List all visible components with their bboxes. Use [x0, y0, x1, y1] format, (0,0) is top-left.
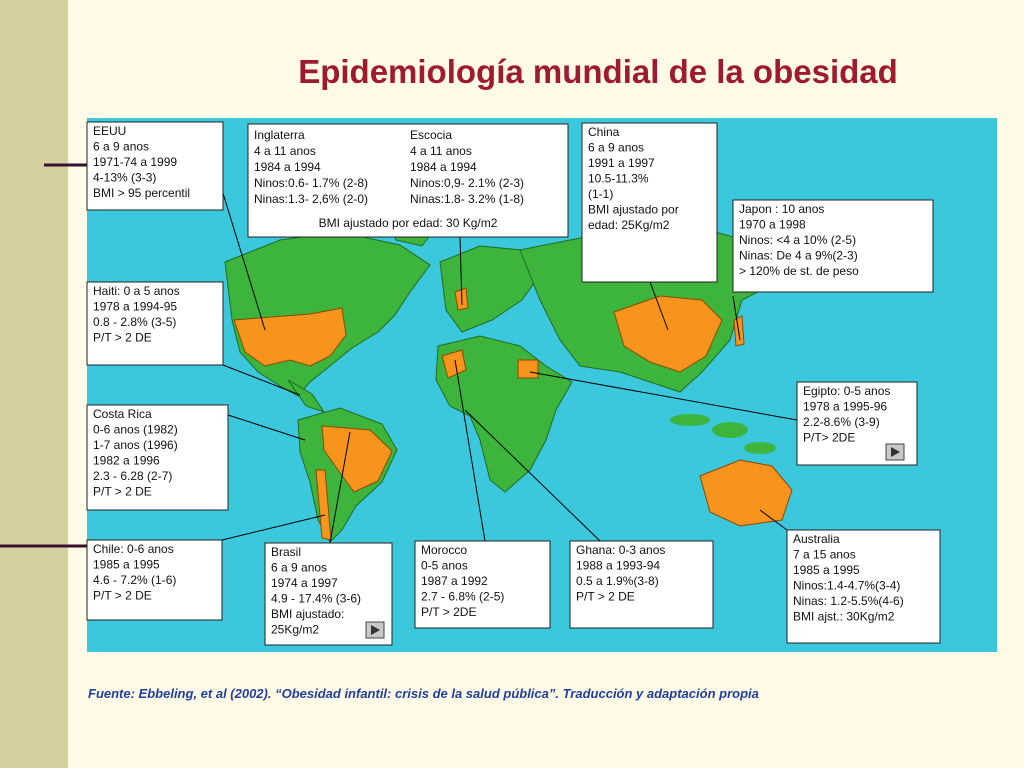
callout-line: Egipto: 0-5 anos	[803, 384, 890, 398]
callout-line: Escocia	[410, 128, 452, 142]
callout-line: 1985 a 1995	[93, 557, 160, 571]
callout-line: 7 a 15 anos	[793, 547, 856, 561]
callout-line: Haiti: 0 a 5 anos	[93, 284, 180, 298]
callout-line: 1971-74 a 1999	[93, 155, 177, 169]
callout-box	[86, 539, 223, 621]
island	[744, 442, 776, 454]
callout-line: 2.3 - 6.28 (2-7)	[93, 469, 172, 483]
callout-line: 6 a 9 anos	[93, 139, 149, 153]
callout-line: 1987 a 1992	[421, 574, 488, 588]
usa	[233, 307, 347, 367]
callout-line: 4 a 11 anos	[254, 144, 316, 158]
play-icon	[891, 447, 900, 457]
europe	[439, 245, 543, 333]
callout-box	[86, 121, 224, 211]
callout-line: P/T > 2 DE	[576, 589, 635, 603]
leader-lines	[221, 189, 798, 544]
callout-line: Ninas:1.8- 3.2% (1-8)	[410, 192, 524, 206]
callout-line: 6 a 9 anos	[588, 140, 644, 154]
callout-line: BMI > 95 percentil	[93, 186, 190, 200]
callout-line: P/T > 2DE	[421, 605, 476, 619]
egypt	[517, 359, 539, 379]
callout-box	[581, 122, 718, 283]
morocco	[441, 349, 467, 379]
callout-line: 6 a 9 anos	[271, 560, 327, 574]
central-america	[287, 379, 326, 413]
callout-line: P/T > 2 DE	[93, 588, 152, 602]
callout-line: 4-13% (3-3)	[93, 170, 156, 184]
callout-line: China	[588, 125, 620, 139]
callout-line: BMI ajustado por edad: 30 Kg/m2	[319, 216, 498, 230]
callout-line: Inglaterra	[254, 128, 305, 142]
callout-line: 0.5 a 1.9%(3-8)	[576, 574, 659, 588]
australia	[699, 459, 793, 527]
island	[670, 414, 710, 426]
callout-line: 2.2-8.6% (3-9)	[803, 415, 880, 429]
callout-line: 1984 a 1994	[254, 160, 321, 174]
callout-line: 0-5 anos	[421, 558, 468, 572]
callout-line: > 120% de st. de peso	[739, 264, 859, 278]
callout-line: Ninos:1.4-4.7%(3-4)	[793, 578, 900, 592]
callout-box	[569, 540, 714, 629]
callout-line: Ninos:0.6- 1.7% (2-8)	[254, 176, 368, 190]
callout-line: Ninas:1.3- 2,6% (2-0)	[254, 192, 368, 206]
callout-line: P/T> 2DE	[803, 430, 855, 444]
callout-line: 4.6 - 7.2% (1-6)	[93, 573, 176, 587]
callout-line: 4 a 11 anos	[410, 144, 472, 158]
callout-line: 0-6 anos (1982)	[93, 422, 178, 436]
callout-line: P/T > 2 DE	[93, 484, 152, 498]
callout-box	[86, 281, 224, 366]
callout-line: BMI ajst.: 30Kg/m2	[793, 609, 895, 623]
callout-line: Ninas: 1.2-5.5%(4-6)	[793, 594, 904, 608]
callout-line: 2.7 - 6.8% (2-5)	[421, 589, 504, 603]
callout-line: 1978 a 1995-96	[803, 399, 887, 413]
callout-line: 25Kg/m2	[271, 622, 319, 636]
callout-line: 0.8 - 2.8% (3-5)	[93, 315, 176, 329]
callout-line: edad: 25Kg/m2	[588, 218, 670, 232]
callout-line: Australia	[793, 532, 840, 546]
callout-box	[414, 540, 551, 629]
callout-line: P/T > 2 DE	[93, 330, 152, 344]
callout-line: 1985 a 1995	[793, 563, 860, 577]
brasil	[321, 425, 393, 493]
callout-line: Brasil	[271, 545, 301, 559]
callout-line: 1984 a 1994	[410, 160, 477, 174]
callout-line: Ninos:0,9- 2.1% (2-3)	[410, 176, 524, 190]
island	[712, 422, 748, 438]
callout-line: Ninas: De 4 a 9%(2-3)	[739, 248, 858, 262]
callout-line: 1978 a 1994-95	[93, 299, 177, 313]
callout-line: 1982 a 1996	[93, 453, 160, 467]
title: Epidemiología mundial de la obesidad	[298, 53, 898, 90]
china	[613, 295, 723, 373]
footer: Fuente: Ebbeling, et al (2002). “Obesida…	[88, 686, 759, 701]
play-icon	[371, 625, 380, 635]
callout-line: Japon : 10 anos	[739, 202, 824, 216]
callout-line: 1991 a 1997	[588, 156, 655, 170]
callout-line: EEUU	[93, 124, 126, 138]
callout-box	[86, 404, 229, 511]
callout-line: 1988 a 1993-94	[576, 558, 660, 572]
callout-line: Ghana: 0-3 anos	[576, 543, 665, 557]
callout-line: 1974 a 1997	[271, 576, 338, 590]
callout-line: Costa Rica	[93, 407, 152, 421]
callout-line: Morocco	[421, 543, 467, 557]
callout-box	[786, 529, 941, 644]
callout-line: (1-1)	[588, 187, 613, 201]
callout-line: Chile: 0-6 anos	[93, 542, 174, 556]
side-strip	[0, 0, 68, 768]
callout-line: 4.9 - 17.4% (3-6)	[271, 591, 361, 605]
callout-line: BMI ajustado:	[271, 607, 344, 621]
callout-line: Ninos: <4 a 10% (2-5)	[739, 233, 856, 247]
callout-box	[732, 199, 934, 293]
callout-box	[247, 123, 569, 238]
callout-line: 1-7 anos (1996)	[93, 438, 178, 452]
callout-line: 10.5-11.3%	[588, 171, 649, 185]
callout-line: BMI ajustado por	[588, 202, 679, 216]
callout-line: 1970 a 1998	[739, 217, 806, 231]
